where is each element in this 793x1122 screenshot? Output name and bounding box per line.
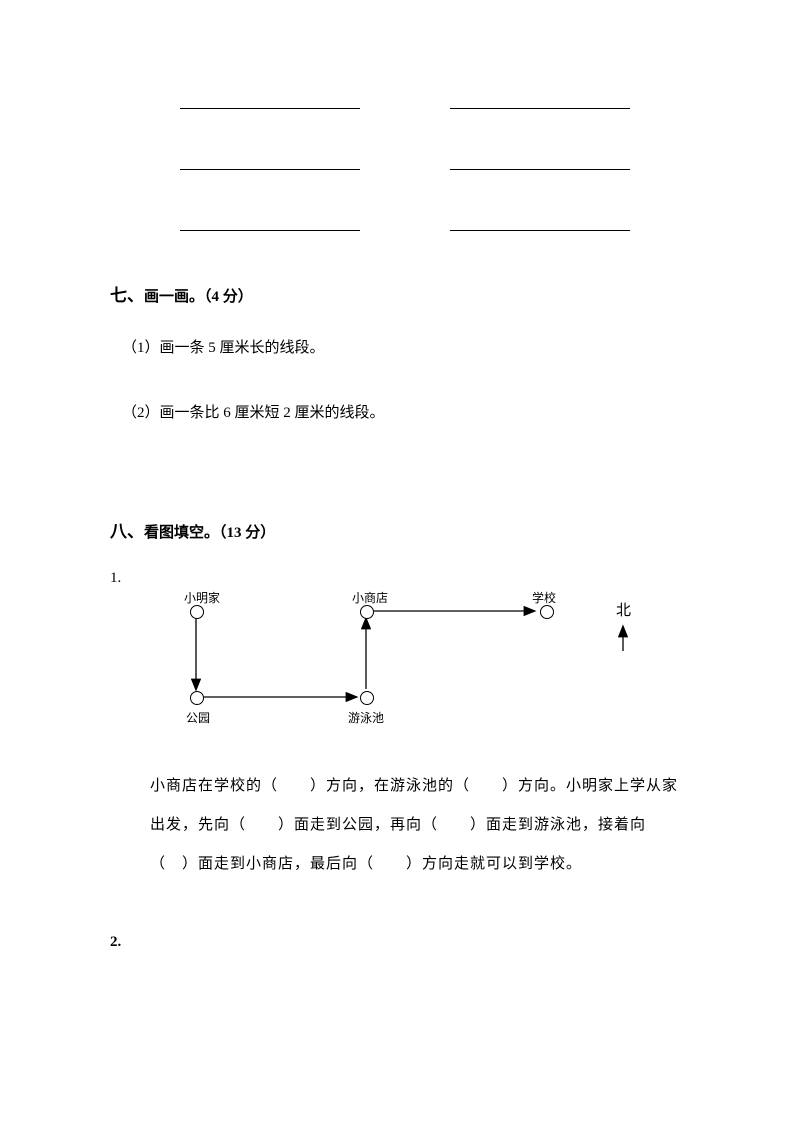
node-shop <box>360 605 374 619</box>
blank-line <box>450 212 630 231</box>
answer-blank-lines <box>180 90 683 231</box>
q8-1: 1. 小明家 小商店 学校 公园 游泳池 北 小商 <box>110 570 683 884</box>
blank-line <box>180 151 360 170</box>
node-home <box>190 605 204 619</box>
blank-line <box>180 212 360 231</box>
section-7-header: 七、画一画。（4 分） <box>110 281 683 306</box>
q7-item-1: （1）画一条 5 厘米长的线段。 <box>122 334 683 363</box>
section-8-title: 看图填空。（13 分） <box>144 525 275 541</box>
q8-2-number: 2. <box>110 934 683 951</box>
section-8-number: 八、 <box>110 522 144 541</box>
section-7-number: 七、 <box>110 286 144 305</box>
label-north: 北 <box>616 599 631 620</box>
blank-line <box>450 151 630 170</box>
node-park <box>190 691 204 705</box>
blank-line <box>450 90 630 109</box>
label-home: 小明家 <box>184 589 220 606</box>
label-shop: 小商店 <box>352 589 388 606</box>
q7-item-2: （2）画一条比 6 厘米短 2 厘米的线段。 <box>122 399 683 428</box>
label-pool: 游泳池 <box>348 709 384 726</box>
diagram-arrows <box>170 591 690 751</box>
node-pool <box>360 691 374 705</box>
q8-1-number: 1. <box>110 570 121 586</box>
section-7-title: 画一画。（4 分） <box>144 289 253 305</box>
section-8-header: 八、看图填空。（13 分） <box>110 517 683 542</box>
direction-diagram: 小明家 小商店 学校 公园 游泳池 北 <box>170 591 670 741</box>
blank-line <box>180 90 360 109</box>
node-school <box>540 605 554 619</box>
q8-1-paragraph: 小商店在学校的（ ）方向，在游泳池的（ ）方向。小明家上学从家出发，先向（ ）面… <box>150 767 683 884</box>
label-park: 公园 <box>186 709 210 726</box>
label-school: 学校 <box>532 589 556 606</box>
